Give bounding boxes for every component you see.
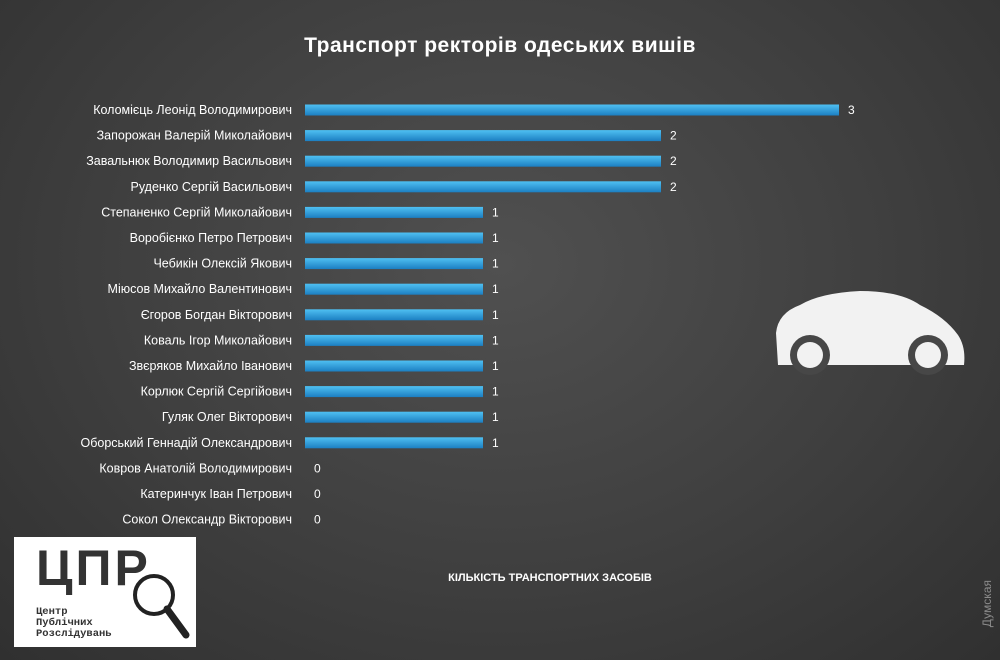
- category-label: Чебикін Олексій Якович: [153, 257, 292, 271]
- chart-title: Транспорт ректорів одеських вишів: [304, 34, 696, 57]
- category-label: Завальнюк Володимир Васильович: [86, 154, 292, 168]
- value-label: 0: [314, 513, 321, 527]
- car-icon: [776, 291, 965, 375]
- bar: [305, 258, 483, 270]
- bar: [305, 437, 483, 449]
- logo-subtitle-line: Публічних: [36, 617, 93, 629]
- category-label: Воробієнко Петро Петрович: [130, 231, 292, 245]
- category-label: Коваль Ігор Миколайович: [144, 333, 292, 347]
- category-label: Запорожан Валерій Миколайович: [97, 129, 292, 143]
- value-label: 1: [492, 205, 499, 219]
- bar: [305, 232, 483, 244]
- bar: [305, 309, 483, 321]
- bar: [305, 130, 661, 142]
- bar: [305, 155, 661, 167]
- category-label: Корлюк Сергій Сергійович: [141, 385, 292, 399]
- bar: [305, 104, 839, 116]
- value-label: 1: [492, 333, 499, 347]
- value-label: 2: [670, 180, 677, 194]
- logo-letters: ЦПР: [36, 540, 151, 596]
- magnifier-icon: [133, 574, 190, 639]
- bar: [305, 411, 483, 423]
- category-label: Ковров Анатолій Володимирович: [99, 461, 292, 475]
- category-label: Єгоров Богдан Вікторович: [141, 308, 292, 322]
- logo-subtitle-line: Розслідувань: [36, 628, 112, 640]
- value-label: 1: [492, 436, 499, 450]
- logo-subtitle: Центр Публічних Розслідувань: [36, 607, 146, 640]
- cpr-logo: ЦПР Центр Публічних Розслідувань: [14, 537, 196, 647]
- value-label: 0: [314, 487, 321, 501]
- value-label: 1: [492, 385, 499, 399]
- value-label: 1: [492, 359, 499, 373]
- value-label: 2: [670, 129, 677, 143]
- bar-chart: Коломієць Леонід Володимирович 3 Запорожан…: [81, 103, 855, 527]
- category-label: Коломієць Леонід Володимирович: [93, 103, 292, 117]
- bar: [305, 360, 483, 372]
- bar: [305, 283, 483, 295]
- x-axis-title: КІЛЬКІСТЬ ТРАНСПОРТНИХ ЗАСОБІВ: [448, 572, 652, 584]
- logo-subtitle-line: Центр: [36, 606, 68, 618]
- value-label: 1: [492, 231, 499, 245]
- category-label: Оборський Геннадій Олександрович: [81, 436, 293, 450]
- value-label: 1: [492, 308, 499, 322]
- category-label: Руденко Сергій Васильович: [131, 180, 293, 194]
- category-label: Сокол Олександр Вікторович: [122, 513, 292, 527]
- bar: [305, 386, 483, 398]
- value-label: 3: [848, 103, 855, 117]
- value-label: 1: [492, 282, 499, 296]
- value-label: 1: [492, 410, 499, 424]
- value-label: 0: [314, 461, 321, 475]
- bar: [305, 181, 661, 193]
- category-label: Гуляк Олег Вікторович: [162, 410, 292, 424]
- bar: [305, 334, 483, 346]
- value-label: 1: [492, 257, 499, 271]
- bar: [305, 206, 483, 218]
- watermark: Думская: [980, 580, 994, 628]
- category-label: Звєряков Михайло Іванович: [129, 359, 292, 373]
- value-label: 2: [670, 154, 677, 168]
- category-label: Міюсов Михайло Валентинович: [108, 282, 292, 296]
- category-label: Степаненко Сергій Миколайович: [101, 205, 292, 219]
- category-label: Катеринчук Іван Петрович: [140, 487, 292, 501]
